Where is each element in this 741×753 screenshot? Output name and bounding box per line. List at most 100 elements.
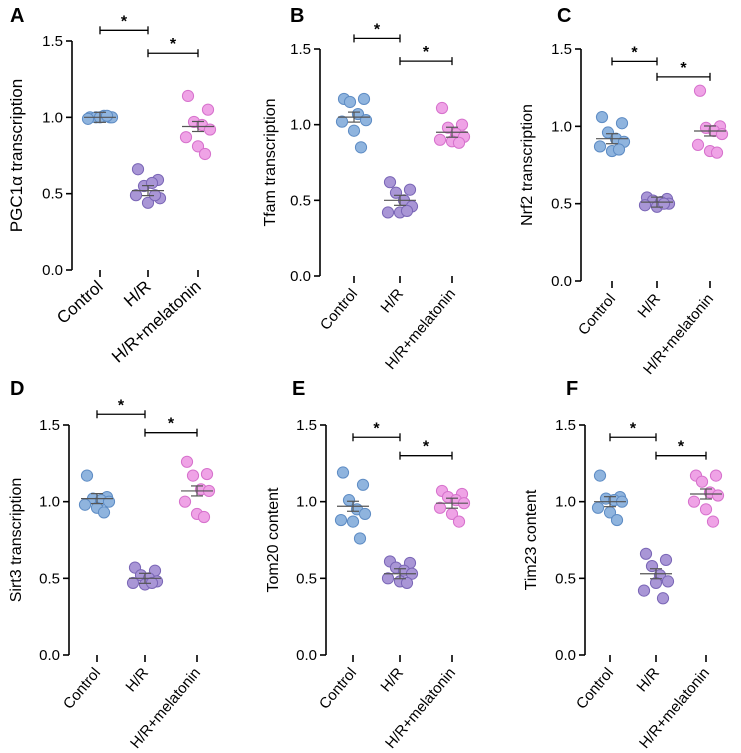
y-tick-label: 0.0 — [42, 262, 63, 279]
data-point — [347, 124, 361, 137]
y-tick-label: 1.0 — [42, 109, 63, 126]
panel-letter: A — [10, 5, 24, 27]
data-point — [400, 204, 414, 218]
category-label: H/R — [120, 277, 154, 311]
data-point — [359, 114, 373, 127]
data-point — [659, 553, 673, 567]
data-point — [400, 576, 414, 590]
significance-star: * — [423, 44, 430, 61]
category-label: Control — [60, 665, 104, 713]
category-label: Control — [317, 286, 361, 334]
y-tick-label: 1.5 — [551, 41, 572, 58]
y-tick-label: 0.0 — [555, 647, 576, 664]
data-point — [687, 495, 701, 508]
data-point — [612, 143, 626, 156]
category-label: H/R — [377, 286, 407, 317]
data-point — [433, 133, 447, 146]
data-point — [81, 112, 95, 125]
data-point — [381, 572, 395, 585]
data-point — [181, 89, 195, 103]
y-tick-label: 0.0 — [39, 647, 60, 664]
data-point — [381, 206, 395, 219]
category-label: H/R+melatonin — [108, 277, 205, 367]
panel-letter: E — [292, 378, 305, 400]
data-point — [97, 506, 111, 519]
significance-star: * — [678, 439, 685, 456]
data-point — [610, 513, 624, 527]
y-tick-label: 1.0 — [290, 117, 311, 134]
data-point — [695, 475, 709, 488]
data-point — [638, 199, 652, 212]
data-point — [403, 183, 417, 196]
significance-star: * — [170, 36, 177, 53]
data-point — [455, 118, 469, 131]
y-tick-label: 1.5 — [42, 33, 63, 50]
y-tick-label: 1.0 — [39, 494, 60, 511]
data-point — [141, 196, 155, 209]
data-point — [80, 469, 94, 482]
data-point — [433, 501, 447, 514]
category-label: Control — [53, 277, 106, 328]
significance-star: * — [631, 44, 638, 61]
data-point — [657, 197, 671, 210]
y-tick-label: 0.0 — [296, 647, 317, 664]
data-point — [595, 110, 609, 124]
data-point — [452, 136, 466, 149]
panel-d: D 0.0 0.5 1.0 1.5 Sirt3 transcription Control H… — [8, 378, 216, 752]
y-tick-label: 1.5 — [39, 417, 60, 434]
data-point — [591, 501, 605, 514]
y-axis-label: Tim23 content — [523, 489, 540, 590]
category-label: H/R — [122, 665, 152, 696]
data-point — [78, 498, 92, 511]
data-point — [354, 141, 368, 154]
data-point — [203, 123, 217, 136]
significance-star: * — [118, 397, 125, 414]
data-point — [346, 515, 360, 528]
data-point — [593, 140, 607, 153]
data-point — [102, 495, 116, 508]
data-point — [710, 146, 724, 159]
panel-letter: D — [10, 378, 24, 400]
data-point — [637, 584, 651, 597]
data-point — [126, 576, 140, 590]
y-tick-label: 0.5 — [296, 570, 317, 587]
category-label: H/R — [633, 665, 663, 696]
significance-star: * — [374, 21, 381, 38]
data-point — [180, 455, 194, 468]
data-point — [131, 163, 145, 176]
y-tick-label: 0.5 — [39, 570, 60, 587]
data-point — [186, 469, 200, 482]
data-point — [100, 109, 114, 122]
panel-b: B 0.0 0.5 1.0 1.5 Tfam transcription Control H/… — [262, 5, 471, 373]
y-tick-label: 1.5 — [555, 417, 576, 434]
data-point — [179, 131, 193, 144]
y-tick-label: 0.5 — [551, 196, 572, 213]
data-point — [615, 117, 629, 130]
data-point — [353, 532, 367, 545]
y-tick-label: 0.0 — [290, 268, 311, 285]
significance-star: * — [680, 60, 687, 77]
data-point — [715, 127, 729, 141]
data-point — [343, 95, 357, 109]
y-axis-label: Tfam transcription — [262, 98, 279, 226]
significance-star: * — [630, 420, 637, 437]
y-axis-label: Nrf2 transcription — [519, 104, 536, 226]
category-label: Control — [316, 665, 360, 713]
category-label: Control — [575, 291, 619, 339]
data-point — [357, 92, 371, 106]
data-point — [661, 575, 675, 588]
data-point — [191, 140, 205, 153]
category-label: H/R — [377, 665, 407, 696]
category-label: H/R — [634, 291, 664, 322]
data-point — [435, 101, 449, 115]
y-axis-label: Tom20 content — [265, 487, 282, 593]
data-point — [699, 503, 713, 516]
data-point — [129, 189, 143, 202]
data-point — [656, 592, 670, 605]
significance-star: * — [168, 416, 175, 433]
data-point — [639, 547, 653, 560]
data-point — [691, 138, 705, 151]
data-point — [706, 515, 720, 528]
